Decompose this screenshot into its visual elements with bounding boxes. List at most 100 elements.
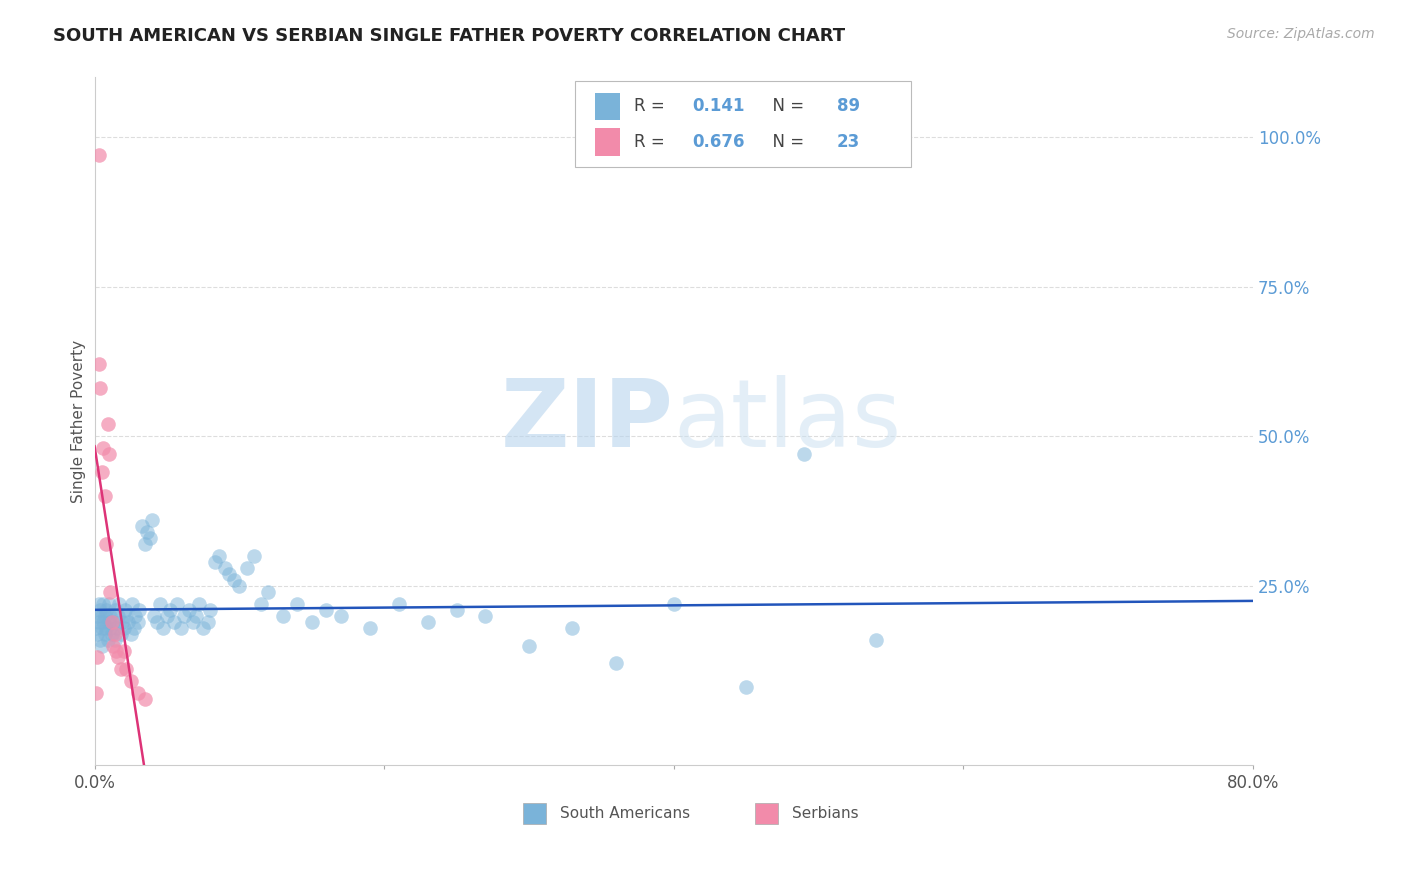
- Point: [104, 626, 127, 640]
- Point: [214, 561, 236, 575]
- Point: [93, 608, 115, 623]
- Text: R =: R =: [634, 133, 671, 151]
- Point: [90, 639, 112, 653]
- Point: [93, 626, 115, 640]
- Point: [222, 573, 245, 587]
- Point: [131, 519, 153, 533]
- Point: [329, 608, 352, 623]
- Point: [120, 626, 142, 640]
- Point: [104, 602, 127, 616]
- Point: [101, 615, 124, 629]
- Point: [152, 621, 174, 635]
- Point: [98, 615, 121, 629]
- Point: [315, 602, 337, 616]
- Point: [86, 626, 108, 640]
- Bar: [595, 93, 620, 120]
- Point: [128, 602, 150, 616]
- Point: [91, 615, 114, 629]
- Point: [124, 608, 146, 623]
- Point: [98, 597, 121, 611]
- Point: [101, 626, 124, 640]
- Point: [86, 608, 108, 623]
- Y-axis label: Single Father Poverty: Single Father Poverty: [72, 340, 86, 503]
- Point: [104, 632, 127, 647]
- Point: [257, 584, 280, 599]
- Point: [301, 615, 323, 629]
- Point: [793, 447, 815, 461]
- Point: [187, 597, 209, 611]
- Point: [89, 632, 111, 647]
- Point: [112, 621, 135, 635]
- Point: [114, 602, 136, 616]
- Text: SOUTH AMERICAN VS SERBIAN SINGLE FATHER POVERTY CORRELATION CHART: SOUTH AMERICAN VS SERBIAN SINGLE FATHER …: [53, 27, 845, 45]
- Point: [90, 608, 112, 623]
- Text: 89: 89: [837, 97, 860, 115]
- Point: [107, 608, 129, 623]
- Point: [120, 674, 142, 689]
- Point: [115, 662, 138, 676]
- Point: [105, 644, 128, 658]
- Point: [146, 615, 169, 629]
- Point: [865, 632, 887, 647]
- Text: 0.141: 0.141: [692, 97, 745, 115]
- Point: [163, 615, 186, 629]
- Point: [127, 686, 149, 700]
- Point: [197, 615, 219, 629]
- Point: [110, 626, 132, 640]
- Point: [96, 621, 118, 635]
- Text: 0.676: 0.676: [692, 133, 745, 151]
- Point: [100, 584, 122, 599]
- Point: [112, 644, 135, 658]
- Point: [184, 608, 207, 623]
- Point: [93, 489, 115, 503]
- Point: [103, 639, 125, 653]
- Point: [517, 639, 540, 653]
- Point: [117, 615, 139, 629]
- Point: [156, 608, 179, 623]
- Point: [250, 597, 273, 611]
- Point: [103, 615, 125, 629]
- Point: [235, 561, 257, 575]
- Point: [228, 579, 250, 593]
- Point: [474, 608, 496, 623]
- Point: [87, 597, 110, 611]
- Point: [662, 597, 685, 611]
- Point: [135, 524, 157, 539]
- Bar: [755, 803, 778, 823]
- Point: [98, 447, 121, 461]
- Point: [121, 597, 143, 611]
- Point: [111, 615, 134, 629]
- Point: [90, 621, 112, 635]
- Point: [388, 597, 411, 611]
- Point: [84, 686, 107, 700]
- Point: [87, 615, 110, 629]
- Point: [173, 608, 195, 623]
- Point: [97, 632, 120, 647]
- Bar: [595, 128, 620, 156]
- Point: [561, 621, 583, 635]
- Text: R =: R =: [634, 97, 671, 115]
- Point: [108, 597, 131, 611]
- Point: [84, 621, 107, 635]
- Point: [134, 692, 156, 706]
- Point: [90, 465, 112, 479]
- Point: [134, 537, 156, 551]
- Text: ZIP: ZIP: [501, 376, 673, 467]
- Point: [91, 597, 114, 611]
- Point: [200, 602, 222, 616]
- Point: [142, 608, 165, 623]
- FancyBboxPatch shape: [575, 81, 911, 167]
- Point: [87, 148, 110, 162]
- Text: N =: N =: [762, 133, 808, 151]
- Point: [735, 681, 758, 695]
- Point: [191, 621, 214, 635]
- Point: [89, 381, 111, 395]
- Text: Serbians: Serbians: [792, 805, 859, 821]
- Point: [605, 657, 627, 671]
- Point: [107, 650, 129, 665]
- Point: [96, 537, 118, 551]
- Point: [89, 602, 111, 616]
- Point: [285, 597, 308, 611]
- Text: N =: N =: [762, 97, 808, 115]
- Point: [149, 597, 172, 611]
